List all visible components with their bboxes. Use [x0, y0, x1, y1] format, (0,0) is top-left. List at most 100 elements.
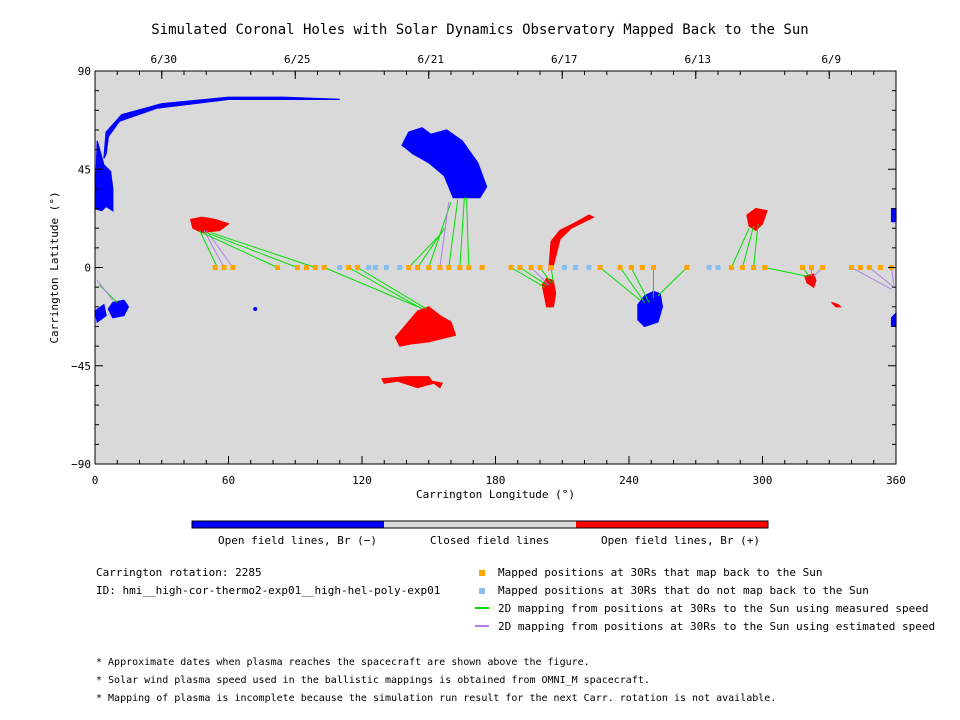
mapped-position-34: [639, 265, 645, 270]
date-label-0: 6/30: [151, 53, 178, 66]
colorbar-label-negative: Open field lines, Br (−): [218, 534, 377, 547]
mapped-position-18: [437, 265, 443, 270]
mapping-line-12: [439, 201, 450, 268]
legend-label-not-mapped: Mapped positions at 30Rs that do not map…: [498, 584, 869, 597]
simulation-id: ID: hmi__high-cor-thermo2-exp01__high-he…: [96, 584, 441, 597]
mapping-line-20: [550, 267, 554, 283]
x-tick-label-1: 60: [222, 474, 235, 487]
date-label-3: 6/17: [551, 53, 578, 66]
legend-label-estimated-speed: 2D mapping from positions at 30Rs to the…: [498, 620, 936, 633]
positive-coronal-hole-2: [381, 376, 435, 389]
mapping-line-7: [348, 267, 423, 310]
date-label-5: 6/9: [821, 53, 841, 66]
mapped-position-29: [573, 265, 579, 270]
chart-title: Simulated Coronal Holes with Solar Dynam…: [151, 22, 809, 38]
mapped-position-16: [415, 265, 421, 270]
mapped-position-48: [866, 265, 872, 270]
not-mapped-swatch: [479, 588, 485, 594]
mapped-back-swatch: [479, 570, 485, 576]
mapping-line-22: [619, 267, 645, 303]
y-axis-label: Carrington Latitude (°): [48, 191, 61, 343]
legend-label-mapped-back: Mapped positions at 30Rs that map back t…: [498, 566, 823, 579]
mapped-position-49: [877, 265, 883, 270]
mapped-position-6: [312, 265, 318, 270]
y-tick-label-1: 45: [78, 163, 91, 176]
mapped-position-2: [230, 265, 236, 270]
colorbar-segment-1: [384, 521, 576, 528]
x-axis-label: Carrington Longitude (°): [416, 488, 575, 501]
colorbar-segment-2: [576, 521, 768, 528]
mapped-position-40: [739, 265, 745, 270]
mapping-line-14: [459, 197, 465, 268]
mapped-position-14: [397, 265, 403, 270]
mapped-position-0: [212, 265, 218, 270]
y-tick-label-4: −90: [71, 458, 91, 471]
mapped-position-20: [457, 265, 463, 270]
mapped-position-3: [274, 265, 280, 270]
colorbar-frame: [191, 520, 769, 529]
mapped-position-44: [808, 265, 814, 270]
mapped-position-1: [221, 265, 227, 270]
mapped-position-42: [762, 265, 768, 270]
negative-coronal-hole-6: [890, 207, 897, 223]
mapped-position-24: [517, 265, 523, 270]
mapping-line-18: [530, 267, 550, 286]
mapped-position-38: [715, 265, 721, 270]
positive-coronal-hole-3: [430, 380, 443, 389]
mapped-position-11: [366, 265, 372, 270]
mapping-line-16: [510, 267, 545, 288]
mapping-line-3: [201, 232, 278, 268]
mapping-line-6: [323, 267, 418, 308]
mapping-line-13: [448, 199, 459, 268]
mapped-position-21: [466, 265, 472, 270]
footnote-speed: * Solar wind plasma speed used in the ba…: [96, 675, 650, 686]
y-tick-label-3: −45: [71, 360, 91, 373]
mapped-position-5: [303, 265, 309, 270]
mapped-position-15: [406, 265, 412, 270]
mapping-line-4: [206, 232, 298, 268]
footnote-incomplete: * Mapping of plasma is incomplete becaus…: [96, 693, 777, 704]
mapping-line-26: [730, 227, 750, 268]
mapping-line-29: [764, 267, 808, 277]
mapped-position-43: [800, 265, 806, 270]
x-tick-label-3: 180: [486, 474, 506, 487]
mapped-position-19: [446, 265, 452, 270]
mapping-line-9: [408, 232, 443, 268]
mapped-position-13: [383, 265, 389, 270]
mapped-position-17: [426, 265, 432, 270]
mapped-position-30: [586, 265, 592, 270]
mapping-line-28: [753, 223, 759, 268]
mapped-position-7: [321, 265, 327, 270]
mapped-position-46: [849, 265, 854, 270]
estimated-speed-swatch: [475, 625, 489, 627]
mapped-position-10: [355, 265, 361, 270]
mapped-position-9: [346, 265, 352, 270]
mapping-line-17: [519, 267, 547, 286]
positive-coronal-hole-8: [831, 301, 842, 308]
mapped-position-4: [294, 265, 300, 270]
legend-label-measured-speed: 2D mapping from positions at 30Rs to the…: [498, 602, 929, 615]
mapped-position-37: [706, 265, 712, 270]
y-tick-label-0: 90: [78, 65, 91, 78]
positive-coronal-hole-0: [189, 216, 230, 234]
positive-coronal-hole-5: [548, 214, 595, 272]
colorbar-label-closed: Closed field lines: [430, 534, 550, 547]
mapped-position-45: [820, 265, 826, 270]
x-tick-label-2: 120: [352, 474, 372, 487]
x-tick-label-5: 300: [753, 474, 773, 487]
mapped-position-25: [528, 265, 534, 270]
mapped-position-36: [684, 265, 690, 270]
mapping-line-15: [466, 197, 470, 268]
negative-coronal-hole-2: [401, 127, 488, 199]
negative-coronal-hole-1: [103, 96, 340, 159]
mapping-line-5: [210, 232, 316, 268]
date-label-1: 6/25: [284, 53, 311, 66]
positive-coronal-hole-1: [394, 306, 457, 347]
positive-coronal-hole-7: [803, 273, 817, 289]
mapped-position-33: [628, 265, 634, 270]
colorbar-label-positive: Open field lines, Br (+): [601, 534, 760, 547]
x-tick-label-6: 360: [886, 474, 906, 487]
mapping-line-0: [199, 230, 218, 268]
mapped-position-28: [561, 265, 567, 270]
